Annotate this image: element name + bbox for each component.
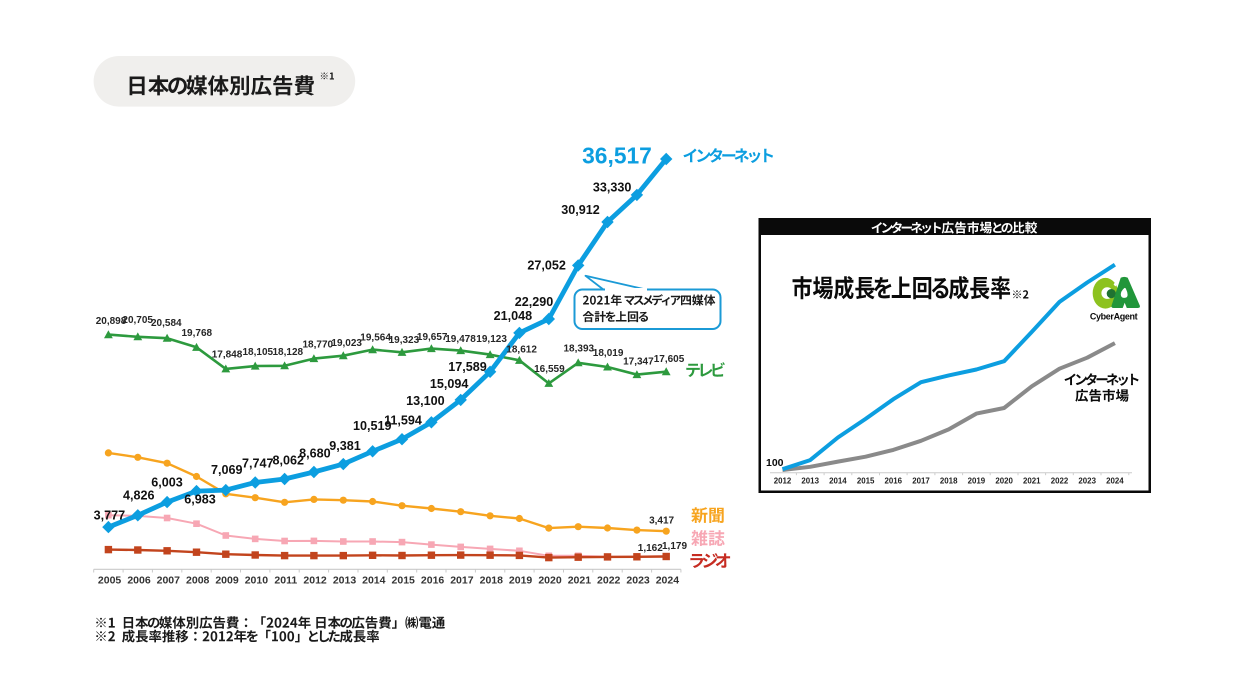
- svg-text:2016: 2016: [885, 476, 903, 485]
- svg-text:2019: 2019: [968, 476, 986, 485]
- svg-text:17,605: 17,605: [654, 354, 685, 365]
- svg-text:2013: 2013: [333, 574, 357, 586]
- svg-text:2010: 2010: [245, 574, 269, 586]
- svg-text:17,848: 17,848: [212, 350, 243, 361]
- svg-text:18,770: 18,770: [303, 339, 334, 350]
- svg-text:2005: 2005: [98, 574, 122, 586]
- svg-text:2015: 2015: [392, 574, 416, 586]
- svg-text:2016: 2016: [421, 574, 445, 586]
- svg-text:20,705: 20,705: [122, 315, 153, 326]
- svg-text:4,826: 4,826: [123, 488, 155, 502]
- svg-text:17,347: 17,347: [623, 357, 654, 368]
- svg-text:2018: 2018: [940, 476, 958, 485]
- svg-text:2007: 2007: [157, 574, 181, 586]
- svg-text:10,519: 10,519: [353, 419, 392, 433]
- svg-text:2023: 2023: [1078, 476, 1096, 485]
- svg-text:7,747: 7,747: [242, 457, 274, 471]
- svg-text:2024: 2024: [1106, 476, 1124, 485]
- svg-text:2011: 2011: [274, 574, 297, 586]
- svg-text:2013: 2013: [801, 476, 819, 485]
- svg-text:19,657: 19,657: [417, 332, 448, 343]
- svg-text:2020: 2020: [995, 476, 1013, 485]
- svg-text:1,162: 1,162: [638, 543, 663, 554]
- svg-text:18,019: 18,019: [593, 348, 624, 359]
- svg-text:3,417: 3,417: [649, 515, 674, 526]
- svg-text:2022: 2022: [1051, 476, 1069, 485]
- svg-text:8,680: 8,680: [299, 447, 331, 461]
- svg-text:18,128: 18,128: [273, 347, 304, 358]
- svg-text:21,048: 21,048: [494, 309, 533, 323]
- svg-text:2018: 2018: [480, 574, 504, 586]
- svg-text:17,589: 17,589: [448, 360, 487, 374]
- svg-text:100: 100: [766, 457, 784, 469]
- svg-text:22,290: 22,290: [515, 295, 554, 309]
- svg-text:CyberAgent: CyberAgent: [1090, 312, 1138, 322]
- svg-text:9,381: 9,381: [329, 439, 361, 453]
- svg-text:2021: 2021: [568, 574, 592, 586]
- svg-text:2014: 2014: [829, 476, 847, 485]
- svg-text:18,612: 18,612: [506, 345, 537, 356]
- svg-text:2014: 2014: [362, 574, 386, 586]
- svg-text:19,768: 19,768: [182, 328, 213, 339]
- svg-text:19,564: 19,564: [360, 333, 391, 344]
- svg-text:2024: 2024: [656, 574, 680, 586]
- svg-text:2009: 2009: [215, 574, 239, 586]
- svg-text:15,094: 15,094: [430, 377, 469, 391]
- svg-text:2015: 2015: [857, 476, 875, 485]
- svg-text:3,777: 3,777: [94, 508, 126, 522]
- svg-text:6,003: 6,003: [151, 475, 183, 489]
- svg-text:2012: 2012: [774, 476, 792, 485]
- svg-text:20,584: 20,584: [151, 318, 182, 329]
- svg-text:2023: 2023: [626, 574, 650, 586]
- svg-text:33,330: 33,330: [593, 181, 632, 195]
- svg-text:20,898: 20,898: [96, 316, 127, 327]
- svg-text:36,517: 36,517: [582, 143, 652, 169]
- svg-text:6,983: 6,983: [184, 492, 216, 506]
- svg-text:27,052: 27,052: [527, 258, 566, 272]
- svg-text:18,105: 18,105: [243, 347, 274, 358]
- svg-text:11,594: 11,594: [384, 413, 422, 427]
- svg-text:13,100: 13,100: [406, 394, 445, 408]
- svg-text:2017: 2017: [912, 476, 930, 485]
- svg-text:19,478: 19,478: [445, 334, 476, 345]
- svg-text:30,912: 30,912: [561, 203, 600, 217]
- svg-text:2020: 2020: [538, 574, 562, 586]
- svg-text:19,123: 19,123: [476, 334, 507, 345]
- svg-text:2006: 2006: [127, 574, 151, 586]
- svg-text:2008: 2008: [186, 574, 210, 586]
- svg-text:2022: 2022: [597, 574, 621, 586]
- svg-text:2012: 2012: [303, 574, 327, 586]
- svg-text:18,393: 18,393: [564, 343, 595, 354]
- svg-text:19,023: 19,023: [331, 338, 362, 349]
- svg-text:16,559: 16,559: [534, 364, 565, 375]
- svg-text:7,069: 7,069: [211, 463, 243, 477]
- svg-text:2021: 2021: [1023, 476, 1041, 485]
- svg-text:2019: 2019: [509, 574, 533, 586]
- svg-text:1,179: 1,179: [662, 541, 687, 552]
- svg-text:2017: 2017: [450, 574, 474, 586]
- svg-text:19,323: 19,323: [389, 335, 420, 346]
- svg-text:8,062: 8,062: [272, 453, 304, 467]
